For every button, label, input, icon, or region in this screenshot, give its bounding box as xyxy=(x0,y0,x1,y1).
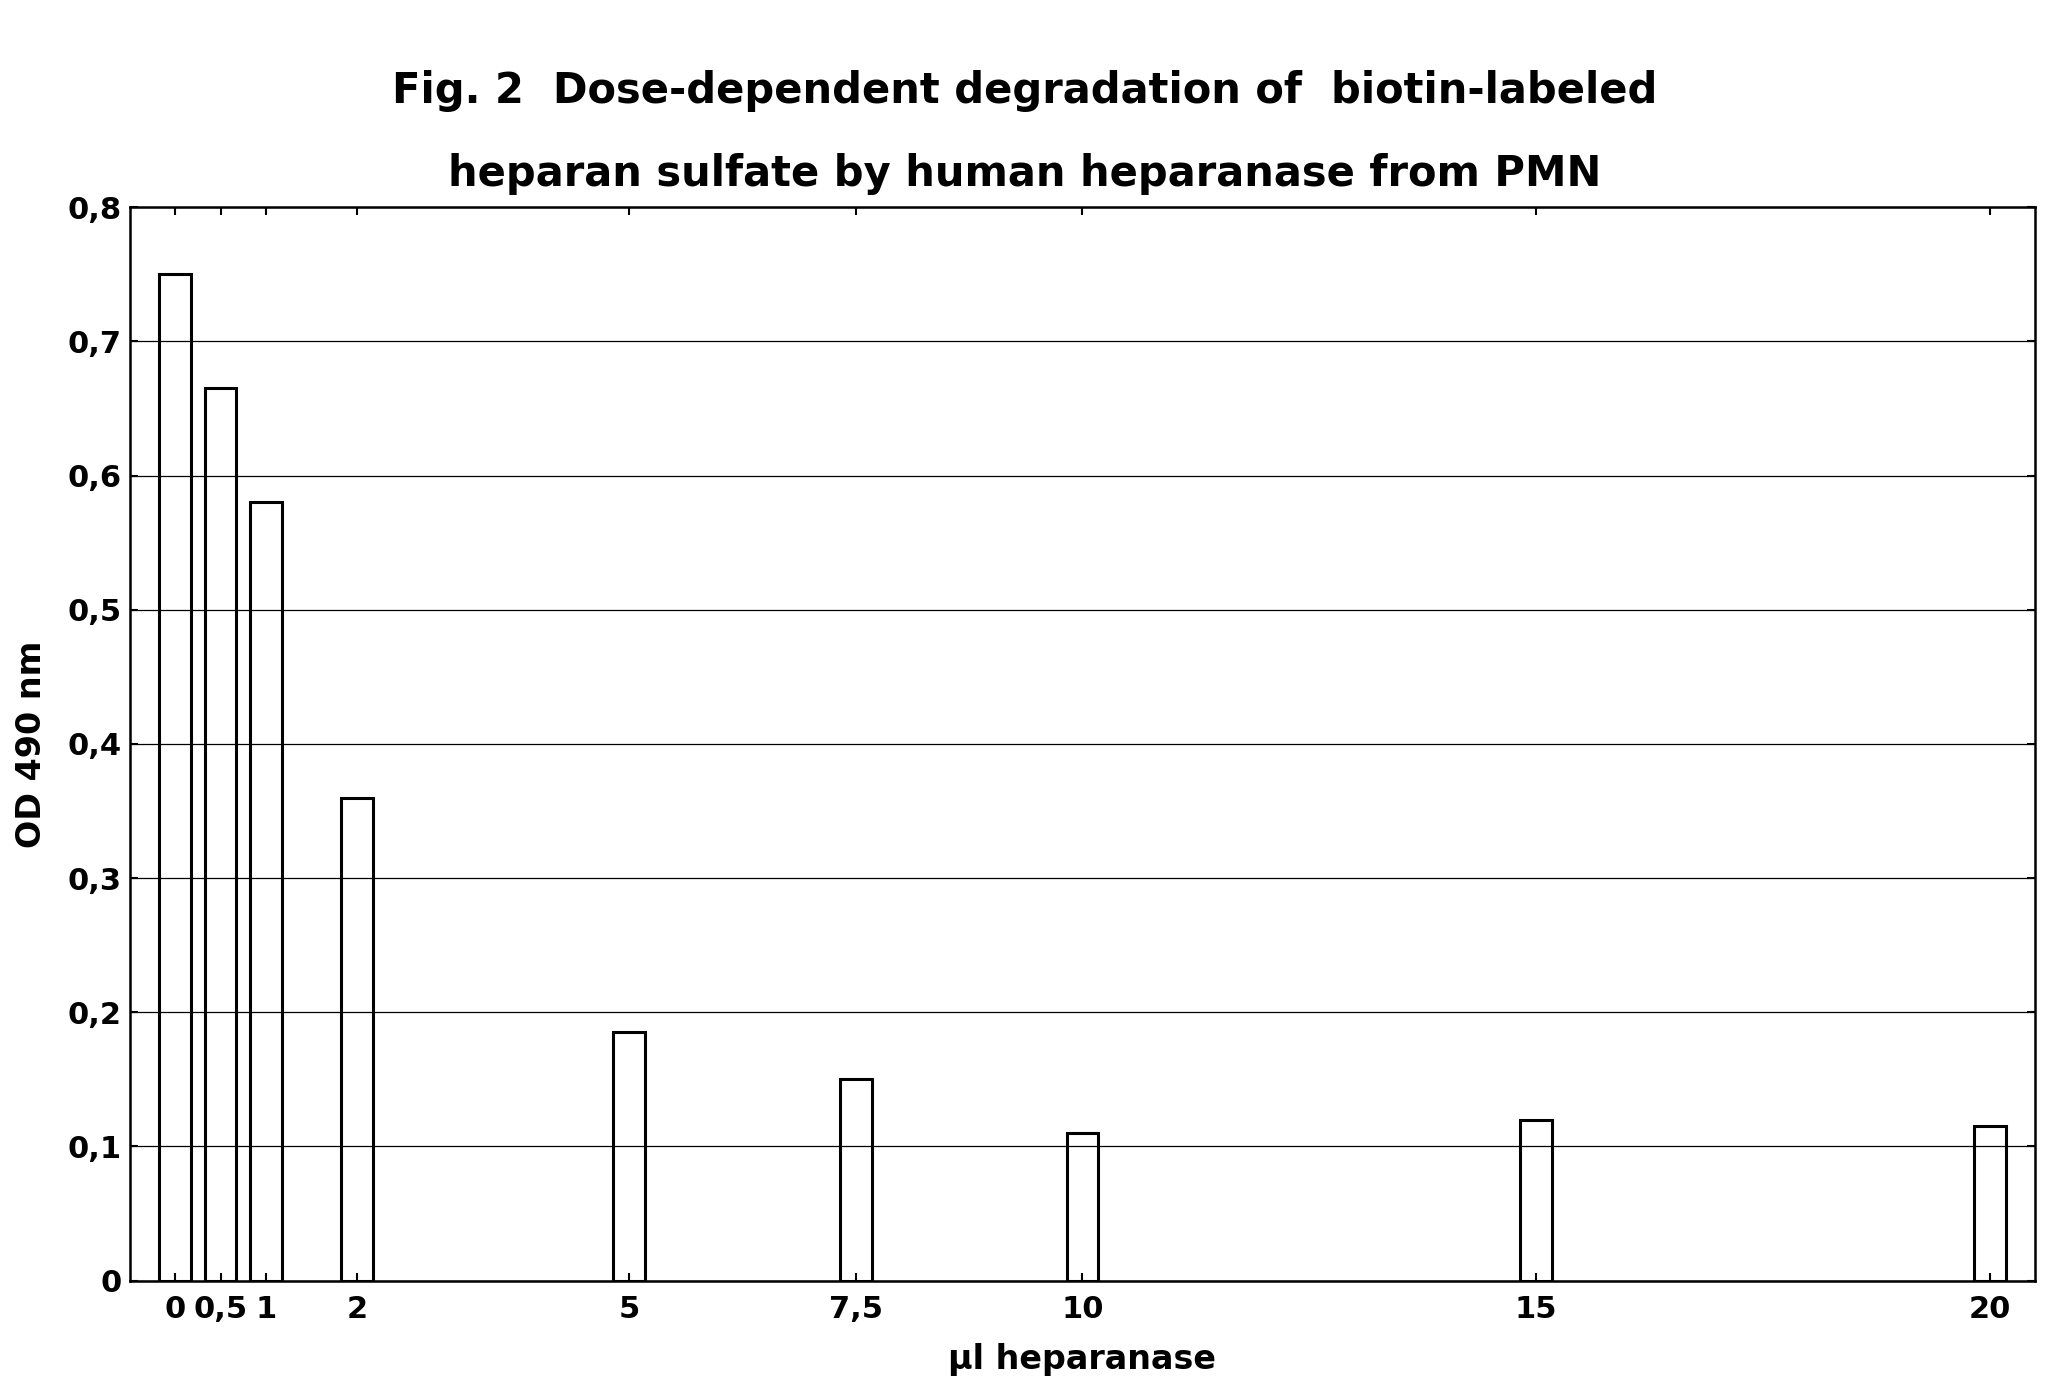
Bar xyxy=(160,274,191,1281)
Bar xyxy=(840,1079,871,1281)
Bar xyxy=(250,502,281,1281)
Bar xyxy=(1066,1134,1099,1281)
Bar xyxy=(613,1032,646,1281)
Bar xyxy=(1521,1120,1552,1281)
Bar xyxy=(340,797,373,1281)
Text: Fig. 2  Dose-dependent degradation of  biotin-labeled: Fig. 2 Dose-dependent degradation of bio… xyxy=(392,70,1658,111)
Bar xyxy=(1974,1127,2005,1281)
X-axis label: μl heparanase: μl heparanase xyxy=(949,1342,1216,1376)
Text: heparan sulfate by human heparanase from PMN: heparan sulfate by human heparanase from… xyxy=(449,153,1601,195)
Y-axis label: OD 490 nm: OD 490 nm xyxy=(14,640,47,847)
Bar xyxy=(205,388,236,1281)
